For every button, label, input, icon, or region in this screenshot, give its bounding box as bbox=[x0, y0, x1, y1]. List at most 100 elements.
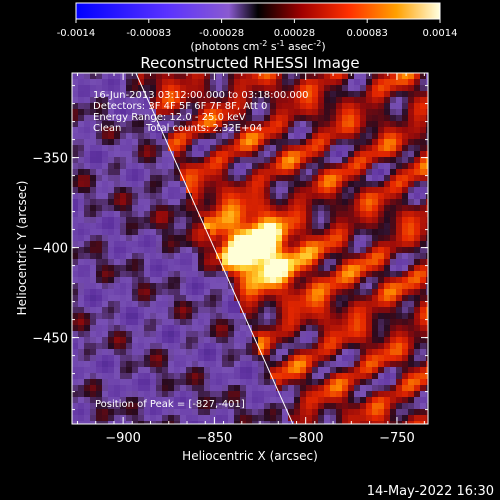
heatmap-cell bbox=[174, 247, 181, 254]
heatmap-cell bbox=[420, 379, 427, 386]
heatmap-cell bbox=[150, 367, 157, 374]
heatmap-cell bbox=[288, 367, 295, 374]
heatmap-cell bbox=[252, 133, 259, 140]
heatmap-cell bbox=[378, 127, 385, 134]
heatmap-cell bbox=[384, 295, 391, 302]
heatmap-cell bbox=[312, 259, 319, 266]
heatmap-cell bbox=[264, 331, 271, 338]
heatmap-cell bbox=[318, 199, 325, 206]
heatmap-cell bbox=[396, 409, 403, 416]
heatmap-cell bbox=[216, 283, 223, 290]
heatmap-cell bbox=[114, 121, 121, 128]
heatmap-cell bbox=[126, 385, 133, 392]
heatmap-cell bbox=[420, 391, 427, 398]
heatmap-cell bbox=[78, 193, 85, 200]
heatmap-cell bbox=[150, 127, 157, 134]
heatmap-cell bbox=[204, 325, 211, 332]
heatmap-cell bbox=[198, 235, 205, 242]
heatmap-cell bbox=[72, 349, 79, 356]
heatmap-cell bbox=[414, 295, 421, 302]
heatmap-cell bbox=[210, 133, 217, 140]
heatmap-cell bbox=[390, 109, 397, 116]
heatmap-cell bbox=[234, 403, 241, 410]
heatmap-cell bbox=[378, 391, 385, 398]
heatmap-cell bbox=[210, 397, 217, 404]
heatmap-cell bbox=[198, 97, 205, 104]
heatmap-cell bbox=[204, 85, 211, 92]
heatmap-cell bbox=[126, 343, 133, 350]
heatmap-cell bbox=[198, 79, 205, 86]
heatmap-cell bbox=[276, 397, 283, 404]
heatmap-cell bbox=[210, 241, 217, 248]
heatmap-cell bbox=[150, 97, 157, 104]
heatmap-cell bbox=[366, 157, 373, 164]
heatmap-cell bbox=[258, 259, 265, 266]
heatmap-cell bbox=[360, 79, 367, 86]
heatmap-cell bbox=[102, 355, 109, 362]
heatmap-cell bbox=[144, 265, 151, 272]
heatmap-cell bbox=[354, 307, 361, 314]
heatmap-cell bbox=[174, 97, 181, 104]
heatmap-cell bbox=[372, 181, 379, 188]
heatmap-cell bbox=[186, 325, 193, 332]
heatmap-cell bbox=[180, 253, 187, 260]
heatmap-cell bbox=[306, 277, 313, 284]
heatmap-cell bbox=[228, 409, 235, 416]
heatmap-cell bbox=[198, 403, 205, 410]
heatmap-cell bbox=[366, 109, 373, 116]
heatmap-cell bbox=[258, 337, 265, 344]
heatmap-cell bbox=[216, 373, 223, 380]
heatmap-cell bbox=[390, 415, 397, 422]
heatmap-cell bbox=[342, 73, 349, 80]
heatmap-cell bbox=[120, 133, 127, 140]
heatmap-cell bbox=[420, 361, 427, 368]
heatmap-cell bbox=[288, 79, 295, 86]
heatmap-cell bbox=[150, 319, 157, 326]
heatmap-cell bbox=[246, 325, 253, 332]
heatmap-cell bbox=[366, 355, 373, 362]
heatmap-cell bbox=[198, 283, 205, 290]
heatmap-cell bbox=[294, 385, 301, 392]
heatmap-cell bbox=[246, 115, 253, 122]
heatmap-cell bbox=[360, 91, 367, 98]
heatmap-cell bbox=[192, 217, 199, 224]
heatmap-cell bbox=[354, 325, 361, 332]
heatmap-cell bbox=[378, 229, 385, 236]
heatmap-cell bbox=[390, 199, 397, 206]
heatmap-cell bbox=[378, 163, 385, 170]
heatmap-cell bbox=[330, 187, 337, 194]
heatmap-cell bbox=[156, 265, 163, 272]
heatmap-cell bbox=[252, 355, 259, 362]
heatmap-cell bbox=[246, 307, 253, 314]
heatmap-cell bbox=[294, 127, 301, 134]
heatmap-cell bbox=[108, 97, 115, 104]
heatmap-cell bbox=[390, 169, 397, 176]
heatmap-cell bbox=[126, 175, 133, 182]
heatmap-cell bbox=[348, 205, 355, 212]
heatmap-cell bbox=[408, 73, 415, 80]
heatmap-cell bbox=[156, 235, 163, 242]
heatmap-cell bbox=[420, 373, 427, 380]
heatmap-cell bbox=[72, 331, 79, 338]
heatmap-cell bbox=[300, 79, 307, 86]
heatmap-cell bbox=[384, 283, 391, 290]
heatmap-cell bbox=[336, 193, 343, 200]
heatmap-cell bbox=[216, 217, 223, 224]
heatmap-cell bbox=[378, 157, 385, 164]
heatmap-cell bbox=[180, 85, 187, 92]
heatmap-cell bbox=[396, 349, 403, 356]
heatmap-cell bbox=[276, 301, 283, 308]
heatmap-cell bbox=[300, 259, 307, 266]
heatmap-cell bbox=[252, 271, 259, 278]
heatmap-cell bbox=[144, 169, 151, 176]
heatmap-cell bbox=[318, 349, 325, 356]
heatmap-cell bbox=[414, 103, 421, 110]
heatmap-cell bbox=[324, 337, 331, 344]
heatmap-cell bbox=[204, 205, 211, 212]
heatmap-cell bbox=[114, 187, 121, 194]
heatmap-cell bbox=[78, 331, 85, 338]
heatmap-cell bbox=[150, 115, 157, 122]
heatmap-cell bbox=[84, 403, 91, 410]
heatmap-cell bbox=[414, 235, 421, 242]
heatmap-cell bbox=[252, 229, 259, 236]
